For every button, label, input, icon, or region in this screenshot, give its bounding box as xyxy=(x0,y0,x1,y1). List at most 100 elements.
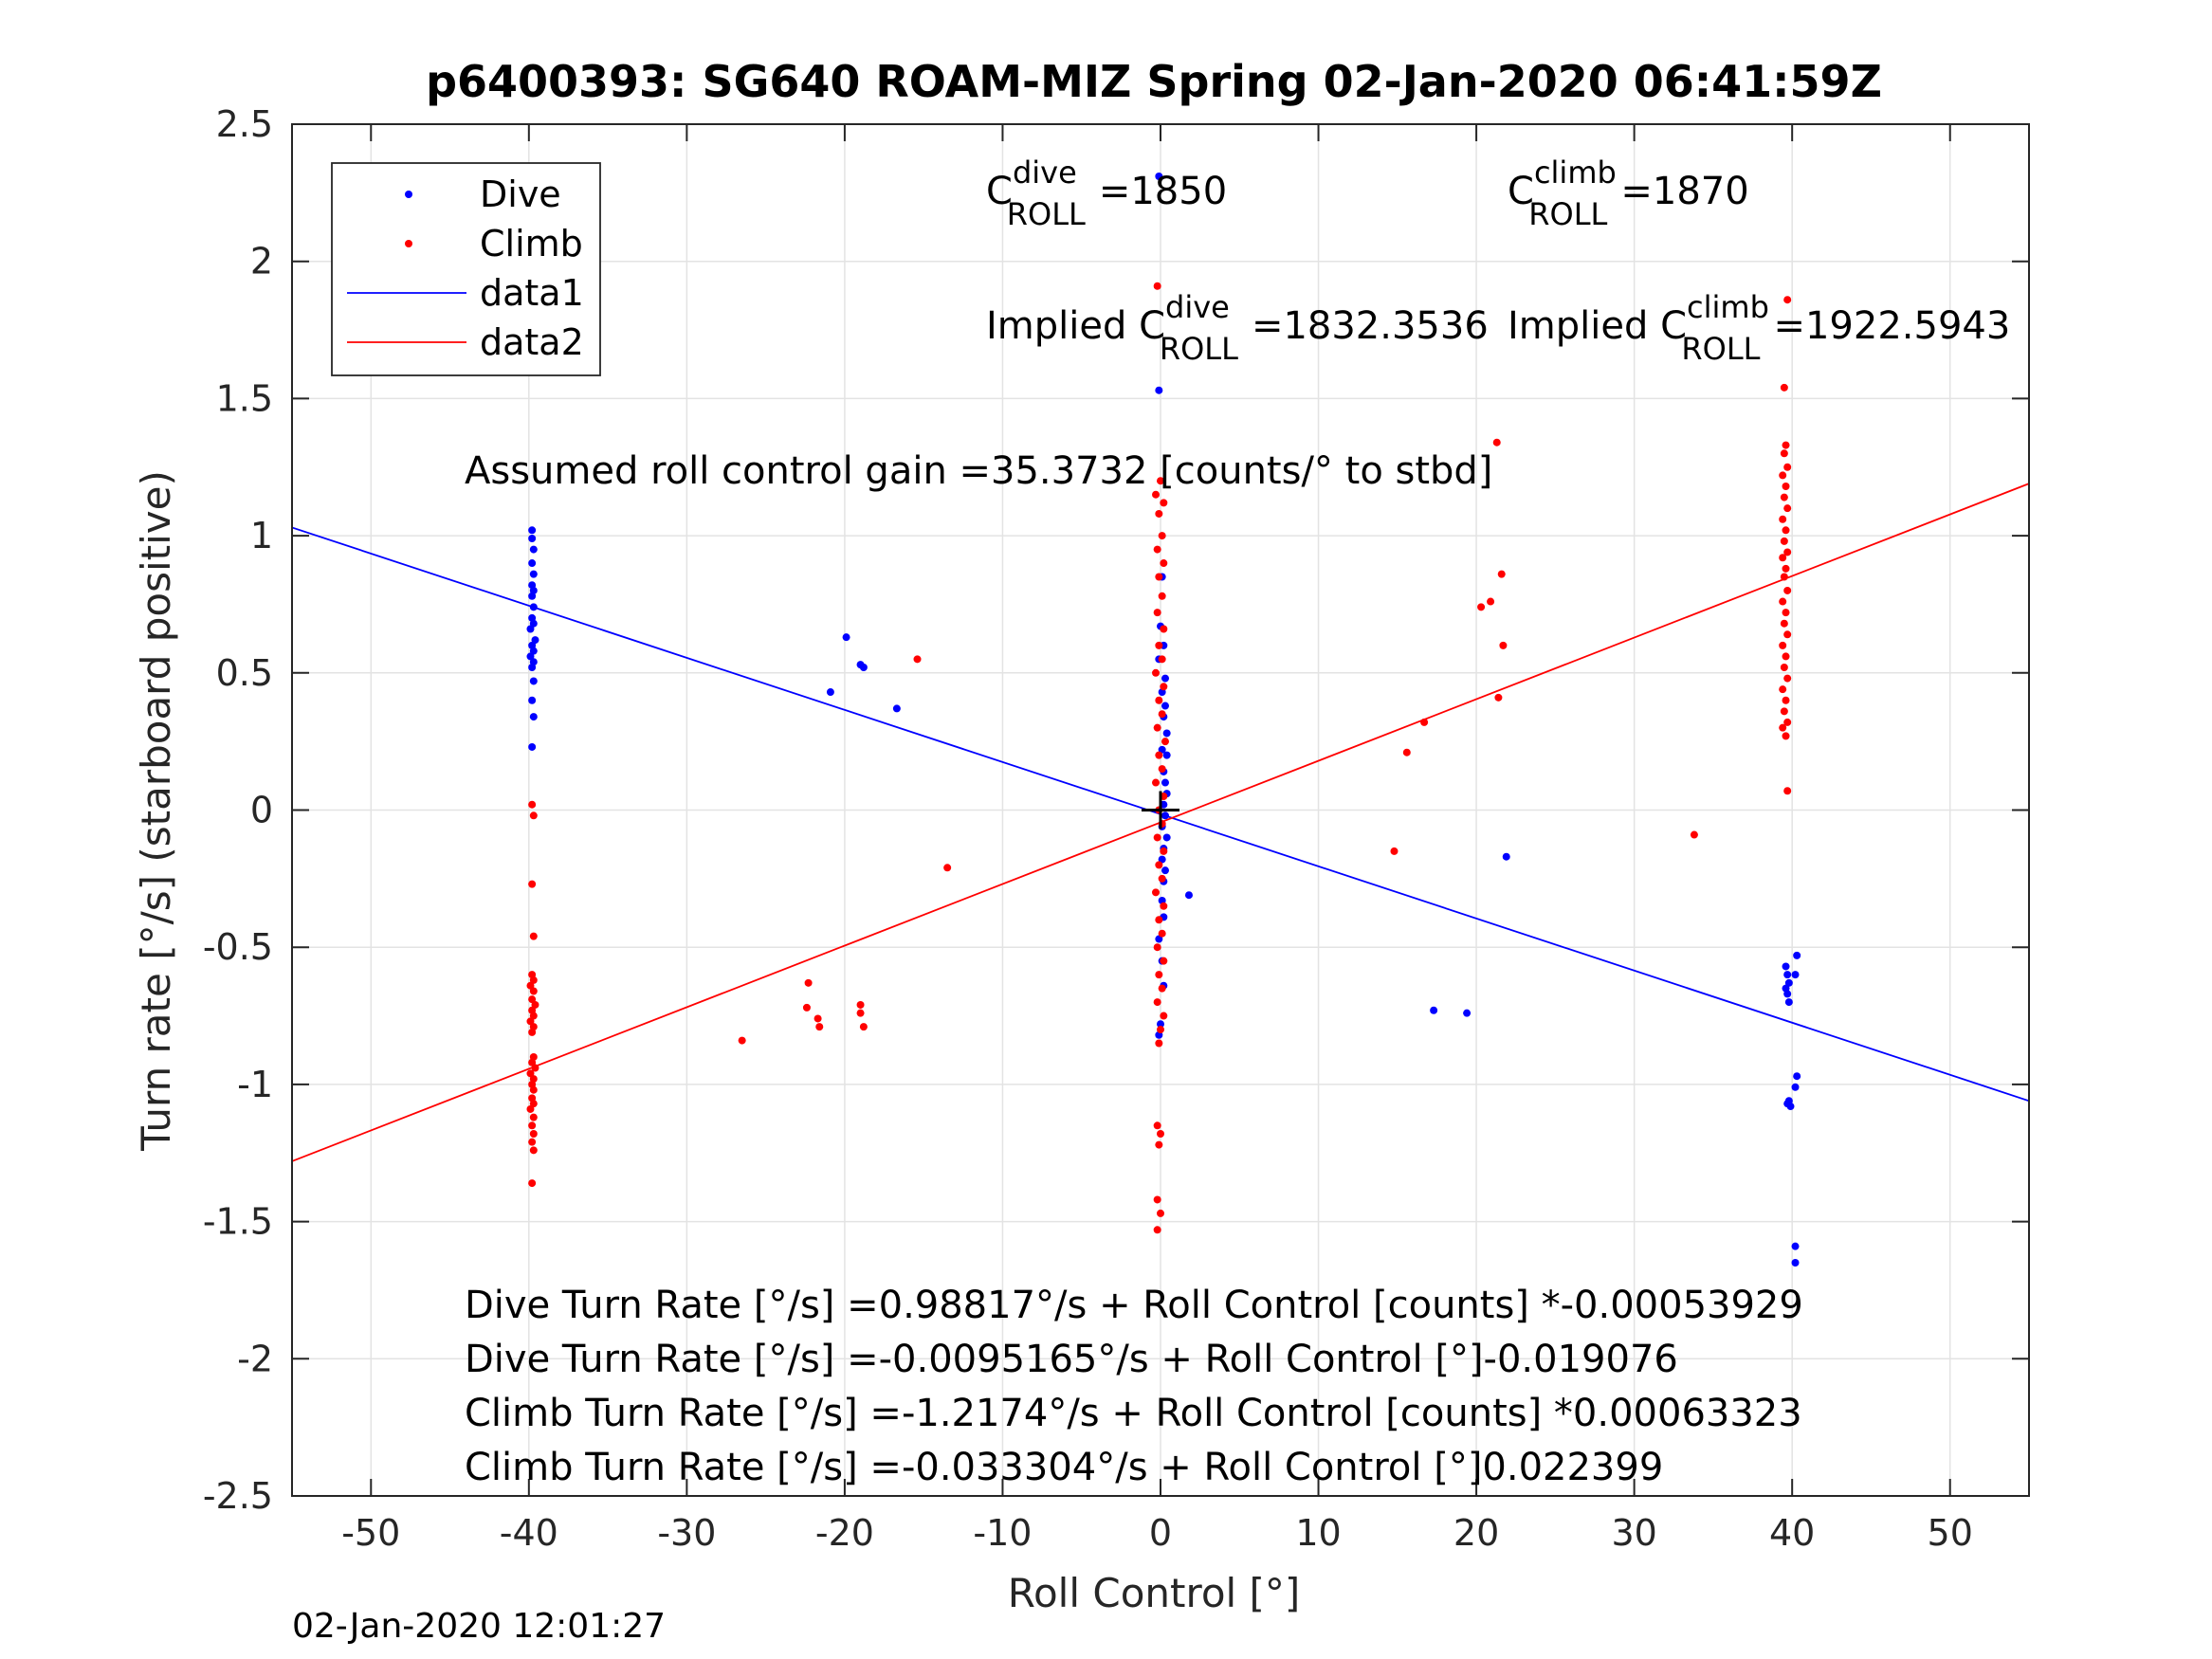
data-point-climb xyxy=(1783,787,1792,795)
annotation-fit-line: Climb Turn Rate [°/s] =-0.033304°/s + Ro… xyxy=(465,1446,1663,1489)
data-point-climb xyxy=(1477,603,1486,611)
data-point-dive xyxy=(1463,1009,1472,1017)
data-point-dive xyxy=(528,696,537,704)
data-point-dive xyxy=(529,619,538,628)
data-point-climb xyxy=(1153,723,1161,732)
x-tick-label: 50 xyxy=(1928,1512,1973,1554)
annotation-implied_climb: Implied Cclimb ROLL =1922.5943 xyxy=(1508,289,2010,367)
data-point-climb xyxy=(528,1028,537,1036)
y-tick-label: 2.5 xyxy=(216,103,273,145)
data-point-climb xyxy=(1499,641,1508,649)
data-point-climb xyxy=(529,1100,538,1108)
annotation-fit-line: Climb Turn Rate [°/s] =-1.2174°/s + Roll… xyxy=(465,1392,1802,1435)
data-point-dive xyxy=(1786,1103,1795,1111)
annotation-implied_dive: Implied Cdive ROLL =1832.3536 xyxy=(986,289,1489,367)
legend-label: Dive xyxy=(480,173,561,215)
data-point-dive xyxy=(1791,1242,1800,1250)
annotation-c_dive-base: C xyxy=(986,170,1013,213)
data-point-climb xyxy=(1783,463,1792,471)
data-point-dive xyxy=(1157,1020,1164,1029)
data-point-climb xyxy=(1780,383,1788,392)
y-tick-label: -2 xyxy=(237,1338,273,1379)
data-point-climb xyxy=(1487,597,1495,606)
data-point-climb xyxy=(1158,984,1166,993)
data-point-climb xyxy=(529,1085,538,1094)
data-point-climb xyxy=(1153,833,1161,842)
data-point-climb xyxy=(529,1129,538,1138)
data-point-climb xyxy=(1779,471,1787,480)
data-point-climb xyxy=(1155,641,1163,649)
data-point-dive xyxy=(528,559,537,568)
data-point-climb xyxy=(1155,971,1163,979)
data-point-climb xyxy=(1155,861,1163,869)
annotation-implied_dive-value: =1832.3536 xyxy=(1252,304,1489,348)
data-point-dive xyxy=(1161,811,1169,820)
legend-marker-climb xyxy=(405,240,412,247)
x-tick-label: 10 xyxy=(1295,1512,1341,1554)
y-tick-label: -2.5 xyxy=(203,1475,273,1517)
data-point-climb xyxy=(1160,559,1168,568)
data-point-climb xyxy=(1161,738,1169,746)
data-point-climb xyxy=(1155,509,1163,518)
data-point-climb xyxy=(1153,1121,1161,1130)
data-point-climb xyxy=(529,987,538,995)
annotation-fit-line: Dive Turn Rate [°/s] =-0.0095165°/s + Ro… xyxy=(465,1338,1678,1381)
data-point-climb xyxy=(1157,1026,1164,1034)
annotation-c_climb-value: =1870 xyxy=(1620,170,1748,213)
data-point-climb xyxy=(1783,548,1792,556)
data-point-dive xyxy=(529,713,538,721)
annotation-implied_climb-prefix: Implied C xyxy=(1508,304,1687,348)
data-point-climb xyxy=(529,1012,538,1020)
data-point-climb xyxy=(1780,664,1788,672)
data-point-dive xyxy=(529,677,538,685)
x-tick-label: 40 xyxy=(1769,1512,1815,1554)
data-point-climb xyxy=(1153,1195,1161,1204)
data-point-climb xyxy=(526,1069,535,1078)
data-point-dive xyxy=(526,625,535,633)
data-point-climb xyxy=(1153,998,1161,1007)
data-point-climb xyxy=(1158,929,1166,938)
data-point-climb xyxy=(1160,625,1168,633)
data-point-climb xyxy=(528,995,537,1004)
timestamp: 02-Jan-2020 12:01:27 xyxy=(292,1607,667,1646)
chart-title: p6400393: SG640 ROAM-MIZ Spring 02-Jan-2… xyxy=(426,56,1882,107)
data-point-climb xyxy=(1158,765,1166,774)
data-point-climb xyxy=(1779,641,1787,649)
x-axis-label: Roll Control [°] xyxy=(1008,1570,1301,1616)
data-point-climb xyxy=(1779,515,1787,523)
data-point-climb xyxy=(1783,504,1792,513)
data-point-climb xyxy=(1153,943,1161,952)
data-point-dive xyxy=(528,534,537,542)
data-point-climb xyxy=(856,1000,865,1009)
data-point-climb xyxy=(528,880,537,888)
data-point-dive xyxy=(529,647,538,655)
data-point-dive xyxy=(1784,998,1793,1007)
y-tick-label: 1 xyxy=(250,515,273,556)
legend-label: Climb xyxy=(480,223,583,264)
data-point-climb xyxy=(1152,778,1161,787)
data-point-climb xyxy=(1390,847,1398,855)
data-point-dive xyxy=(1791,1259,1800,1267)
data-point-climb xyxy=(1152,668,1161,677)
data-point-climb xyxy=(1155,573,1163,581)
data-point-dive xyxy=(1162,729,1171,738)
data-point-dive xyxy=(1791,971,1800,979)
data-point-climb xyxy=(526,1017,535,1026)
data-point-climb xyxy=(1782,732,1790,740)
data-point-climb xyxy=(1157,1209,1164,1217)
data-point-dive xyxy=(1783,971,1792,979)
data-point-dive xyxy=(1784,978,1793,987)
data-point-climb xyxy=(859,1023,868,1031)
data-point-dive xyxy=(892,704,901,713)
data-point-climb xyxy=(1402,748,1411,757)
data-point-climb xyxy=(1155,696,1163,704)
data-point-climb xyxy=(1783,674,1792,683)
data-point-dive xyxy=(1793,1072,1801,1081)
data-point-dive xyxy=(529,545,538,554)
data-point-climb xyxy=(1157,477,1164,485)
data-point-climb xyxy=(738,1036,746,1045)
data-point-dive xyxy=(529,570,538,578)
y-tick-label: 1.5 xyxy=(216,377,273,419)
annotation-implied_dive-sup: dive xyxy=(1165,289,1230,325)
annotation-c_climb-base: C xyxy=(1508,170,1534,213)
